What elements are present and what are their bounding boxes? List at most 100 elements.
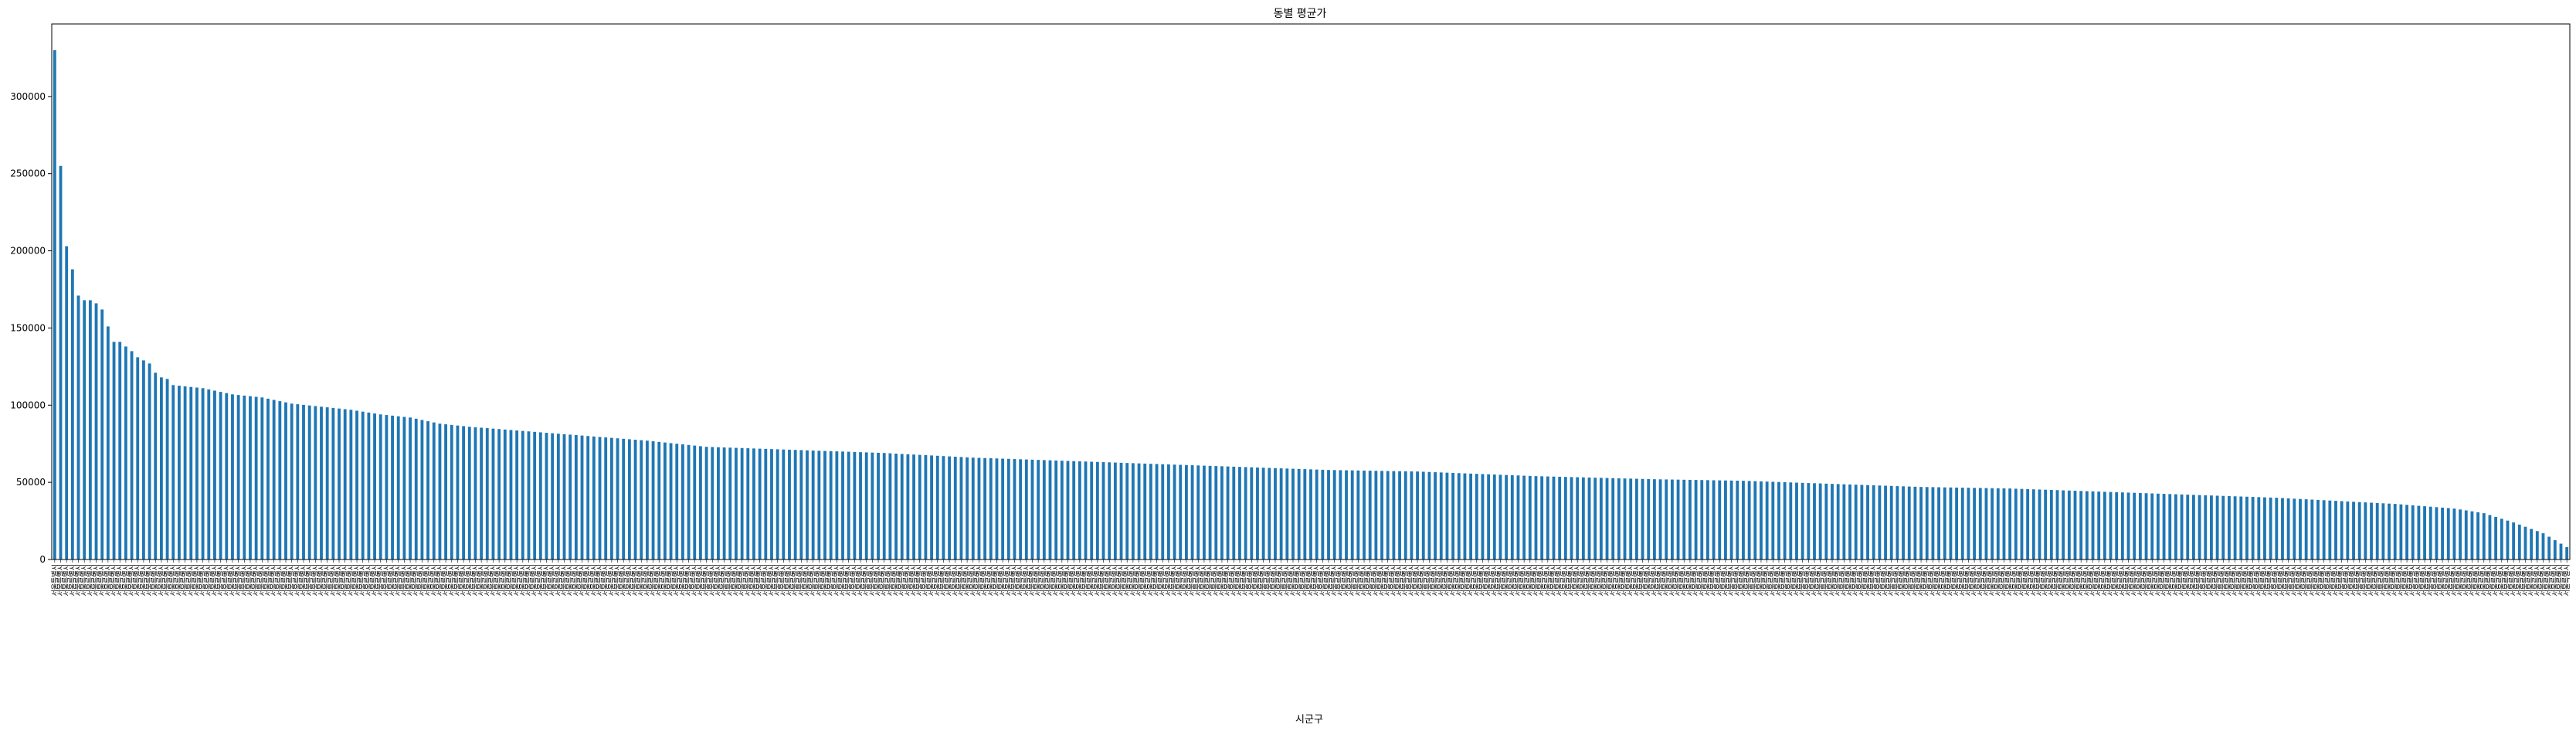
x-tick-label: 서울특별시 bbox=[975, 564, 983, 596]
x-axis-label: 시군구 bbox=[1295, 714, 1323, 726]
bar bbox=[1558, 476, 1562, 559]
bar bbox=[2281, 498, 2284, 559]
bar bbox=[847, 451, 850, 559]
bar bbox=[1848, 484, 1851, 559]
x-tick-label: 서울특별시 bbox=[561, 564, 569, 596]
bar bbox=[1232, 466, 1236, 559]
x-tick-label: 서울특별시 bbox=[1431, 564, 1440, 596]
bar bbox=[266, 398, 270, 559]
bar bbox=[989, 457, 993, 559]
bar bbox=[864, 452, 868, 559]
x-tick-label: 서울특별시 bbox=[2072, 564, 2080, 596]
bar bbox=[1617, 478, 1621, 559]
bar bbox=[2411, 505, 2415, 559]
bar bbox=[1119, 462, 1123, 559]
x-tick-label: 서울특별시 bbox=[1828, 564, 1837, 596]
x-tick-label: 서울특별시 bbox=[886, 564, 894, 596]
x-tick-label: 서울특별시 bbox=[2136, 564, 2145, 596]
x-tick-label: 서울특별시 bbox=[797, 564, 806, 596]
x-tick-label: 서울특별시 bbox=[382, 564, 391, 596]
bar bbox=[663, 442, 667, 559]
bar bbox=[2020, 488, 2024, 559]
x-tick-label: 서울특별시 bbox=[1123, 564, 1132, 596]
x-tick-label: 서울특별시 bbox=[2385, 564, 2394, 596]
x-tick-label: 서울특별시 bbox=[1988, 564, 1997, 596]
x-tick-label: 서울특별시 bbox=[566, 564, 575, 596]
bar bbox=[2120, 492, 2124, 559]
bar bbox=[574, 435, 578, 559]
x-tick-label: 서울특별시 bbox=[1923, 564, 1932, 596]
bar bbox=[2097, 491, 2101, 559]
bar bbox=[2405, 505, 2408, 559]
x-tick-label: 서울특별시 bbox=[548, 564, 557, 596]
bar bbox=[456, 425, 460, 559]
x-tick-label: 서울특별시 bbox=[1698, 564, 1706, 596]
x-tick-label: 서울특별시 bbox=[987, 564, 996, 596]
bar bbox=[871, 452, 874, 559]
bar bbox=[959, 457, 963, 559]
bar bbox=[1250, 467, 1254, 559]
x-tick-label: 서울특별시 bbox=[2344, 564, 2352, 596]
bar bbox=[314, 406, 317, 559]
x-tick-label: 서울특별시 bbox=[1478, 564, 1487, 596]
x-tick-label: 서울특별시 bbox=[2048, 564, 2056, 596]
bar bbox=[1872, 485, 1875, 559]
bar bbox=[693, 445, 697, 559]
x-tick-label: 서울특별시 bbox=[1982, 564, 1991, 596]
x-tick-label: 서울특별시 bbox=[762, 564, 770, 596]
bar bbox=[1919, 487, 1923, 559]
bar bbox=[1084, 461, 1088, 559]
bar bbox=[580, 435, 584, 559]
bar bbox=[966, 457, 969, 559]
bar bbox=[1528, 475, 1532, 559]
x-tick-label: 서울특별시 bbox=[1804, 564, 1813, 596]
bar bbox=[2186, 495, 2190, 559]
bar bbox=[1410, 471, 1414, 559]
bar bbox=[2435, 507, 2439, 559]
bar bbox=[76, 295, 80, 559]
bar bbox=[1854, 485, 1858, 559]
bar bbox=[2523, 526, 2527, 559]
x-tick-label: 서울특별시 bbox=[2350, 564, 2358, 596]
bar bbox=[343, 409, 347, 559]
x-tick-label: 서울특별시 bbox=[1070, 564, 1078, 596]
bar bbox=[130, 351, 134, 559]
x-tick-label: 서울특별시 bbox=[2503, 564, 2512, 596]
x-tick-label: 서울특별시 bbox=[726, 564, 735, 596]
x-tick-label: 서울특별시 bbox=[1171, 564, 1179, 596]
x-tick-label: 서울특별시 bbox=[2012, 564, 2021, 596]
x-tick-label: 서울특별시 bbox=[2450, 564, 2459, 596]
bar bbox=[1149, 464, 1152, 559]
x-tick-label: 서울특별시 bbox=[1034, 564, 1043, 596]
x-tick-label: 서울특별시 bbox=[892, 564, 901, 596]
x-tick-label: 서울특별시 bbox=[2545, 564, 2554, 596]
bar bbox=[592, 436, 596, 559]
x-tick-label: 서울특별시 bbox=[714, 564, 723, 596]
x-tick-label: 서울특별시 bbox=[1834, 564, 1843, 596]
x-tick-label: 서울특별시 bbox=[1461, 564, 1469, 596]
x-tick-label: 서울특별시 bbox=[1817, 564, 1825, 596]
bar bbox=[148, 363, 151, 559]
x-tick-label: 서울특별시 bbox=[1609, 564, 1617, 596]
bar bbox=[2565, 547, 2569, 559]
x-tick-label: 서울특별시 bbox=[779, 564, 788, 596]
bar bbox=[420, 420, 424, 559]
x-tick-label: 서울특별시 bbox=[430, 564, 439, 596]
x-tick-label: 서울특별시 bbox=[2267, 564, 2276, 596]
x-tick-label: 서울특별시 bbox=[1141, 564, 1149, 596]
bar bbox=[1279, 468, 1283, 559]
bar bbox=[385, 415, 389, 559]
bar bbox=[373, 413, 376, 559]
x-tick-label: 서울특별시 bbox=[1929, 564, 1937, 596]
x-tick-label: 서울특별시 bbox=[294, 564, 302, 596]
bar bbox=[699, 446, 702, 559]
bar bbox=[2423, 506, 2426, 559]
x-tick-label: 서울특별시 bbox=[1420, 564, 1428, 596]
bar bbox=[1137, 463, 1141, 559]
bar bbox=[1967, 488, 1970, 559]
bar bbox=[2269, 497, 2272, 559]
plot-frame bbox=[51, 23, 2571, 560]
bar bbox=[1694, 480, 1698, 559]
y-tick-label: 200000 bbox=[10, 246, 46, 257]
x-tick-label: 서울특별시 bbox=[1710, 564, 1719, 596]
